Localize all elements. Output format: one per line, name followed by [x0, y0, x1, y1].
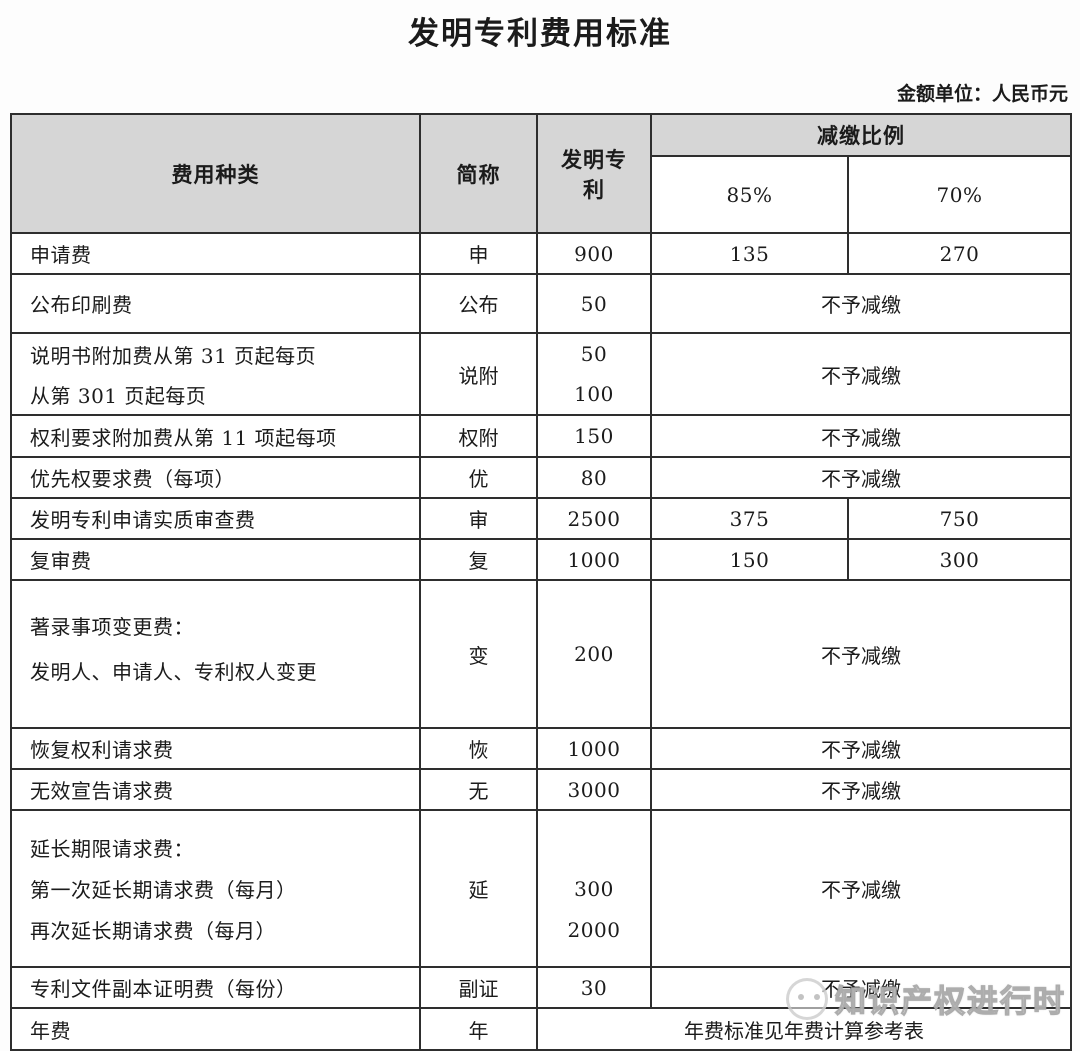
- table-row-annual-fee: 年费 年 年费标准见年费计算参考表: [10, 1007, 1072, 1051]
- fee-type-cell: 复审费: [10, 538, 421, 581]
- patent-fee-document: { "title": "发明专利费用标准", "unit_note": "金额单…: [0, 8, 1080, 1051]
- fee-cell: 1000: [536, 727, 652, 770]
- reduction-70-cell: 270: [847, 232, 1072, 275]
- fee-type-cell: 发明专利申请实质审查费: [10, 497, 421, 540]
- table-row-priority-claim-fee: 优先权要求费（每项） 优 80 不予减缴: [10, 456, 1072, 499]
- fee-type-cell: 恢复权利请求费: [10, 727, 421, 770]
- no-reduction-cell: 不予减缴: [650, 332, 1072, 416]
- header-abbr: 简称: [419, 113, 538, 234]
- abbr-cell: 审: [419, 497, 538, 540]
- table-row-reexamination-fee: 复审费 复 1000 150 300: [10, 538, 1072, 581]
- reduction-70-cell: 300: [847, 538, 1072, 581]
- table-row-application-fee: 申请费 申 900 135 270: [10, 232, 1072, 275]
- table-row-extension-request-fee: 延长期限请求费： 第一次延长期请求费（每月） 再次延长期请求费（每月） 延 30…: [10, 809, 1072, 968]
- table-row-document-copy-fee: 专利文件副本证明费（每份） 副证 30 不予减缴: [10, 966, 1072, 1009]
- abbr-cell: 公布: [419, 273, 538, 334]
- abbr-cell: 复: [419, 538, 538, 581]
- abbr-cell: 说附: [419, 332, 538, 416]
- abbr-cell: 变: [419, 579, 538, 729]
- fee-cell: 30: [536, 966, 652, 1009]
- fee-type-cell: 专利文件副本证明费（每份）: [10, 966, 421, 1009]
- table-row-substantive-exam-fee: 发明专利申请实质审查费 审 2500 375 750: [10, 497, 1072, 540]
- reduction-85-cell: 135: [650, 232, 849, 275]
- table-row-description-surcharge: 说明书附加费从第 31 页起每页 从第 301 页起每页 说附 50 100 不…: [10, 332, 1072, 416]
- abbr-cell: 延: [419, 809, 538, 968]
- header-reduction-ratio: 减缴比例: [650, 113, 1072, 157]
- abbr-cell: 年: [419, 1007, 538, 1051]
- header-row-sub: 85% 70%: [11, 155, 1072, 234]
- no-reduction-cell: 不予减缴: [650, 579, 1072, 729]
- abbr-cell: 申: [419, 232, 538, 275]
- fee-table: 费用种类 简称 发明专 利 减缴比例 85% 70% 申请费 申 900 135…: [10, 113, 1072, 1051]
- table-row-publication-fee: 公布印刷费 公布 50 不予减缴: [10, 273, 1072, 334]
- table-row-claims-surcharge: 权利要求附加费从第 11 项起每项 权附 150 不予减缴: [10, 414, 1072, 458]
- fee-type-cell: 著录事项变更费： 发明人、申请人、专利权人变更: [10, 579, 421, 729]
- fee-type-cell: 延长期限请求费： 第一次延长期请求费（每月） 再次延长期请求费（每月）: [10, 809, 421, 968]
- header-85-percent: 85%: [650, 155, 849, 234]
- annual-fee-note-cell: 年费标准见年费计算参考表: [536, 1007, 1072, 1051]
- abbr-cell: 无: [419, 768, 538, 811]
- abbr-cell: 权附: [419, 414, 538, 458]
- fee-cell: 1000: [536, 538, 652, 581]
- header-70-percent: 70%: [847, 155, 1072, 234]
- fee-cell: 200: [536, 579, 652, 729]
- fee-cell: 2500: [536, 497, 652, 540]
- abbr-cell: 副证: [419, 966, 538, 1009]
- fee-type-cell: 无效宣告请求费: [10, 768, 421, 811]
- page-title: 发明专利费用标准: [408, 16, 672, 52]
- no-reduction-cell: 不予减缴: [650, 966, 1072, 1009]
- fee-cell: 50: [536, 273, 652, 334]
- table-row-rights-restoration-fee: 恢复权利请求费 恢 1000 不予减缴: [10, 727, 1072, 770]
- fee-cell: 80: [536, 456, 652, 499]
- abbr-cell: 优: [419, 456, 538, 499]
- no-reduction-cell: 不予减缴: [650, 809, 1072, 968]
- header-invention-patent: 发明专 利: [536, 113, 652, 234]
- fee-cell: 300 2000: [536, 809, 652, 968]
- fee-type-cell: 公布印刷费: [10, 273, 421, 334]
- no-reduction-cell: 不予减缴: [650, 456, 1072, 499]
- fee-type-cell: 优先权要求费（每项）: [10, 456, 421, 499]
- fee-type-cell: 权利要求附加费从第 11 项起每项: [10, 414, 421, 458]
- no-reduction-cell: 不予减缴: [650, 414, 1072, 458]
- fee-type-cell: 说明书附加费从第 31 页起每页 从第 301 页起每页: [10, 332, 421, 416]
- no-reduction-cell: 不予减缴: [650, 768, 1072, 811]
- fee-cell: 150: [536, 414, 652, 458]
- no-reduction-cell: 不予减缴: [650, 273, 1072, 334]
- no-reduction-cell: 不予减缴: [650, 727, 1072, 770]
- header-row-main: 费用种类 简称 发明专 利 减缴比例: [10, 113, 1072, 234]
- reduction-85-cell: 150: [650, 538, 849, 581]
- reduction-70-cell: 750: [847, 497, 1072, 540]
- table-row-bibliographic-change-fee: 著录事项变更费： 发明人、申请人、专利权人变更 变 200 不予减缴: [10, 579, 1072, 729]
- reduction-85-cell: 375: [650, 497, 849, 540]
- fee-cell: 3000: [536, 768, 652, 811]
- abbr-cell: 恢: [419, 727, 538, 770]
- fee-cell: 50 100: [536, 332, 652, 416]
- header-fee-type: 费用种类: [10, 113, 421, 234]
- table-row-invalidation-request-fee: 无效宣告请求费 无 3000 不予减缴: [10, 768, 1072, 811]
- fee-type-cell: 申请费: [10, 232, 421, 275]
- fee-cell: 900: [536, 232, 652, 275]
- unit-note: 金额单位：人民币元: [896, 83, 1068, 105]
- fee-type-cell: 年费: [10, 1007, 421, 1051]
